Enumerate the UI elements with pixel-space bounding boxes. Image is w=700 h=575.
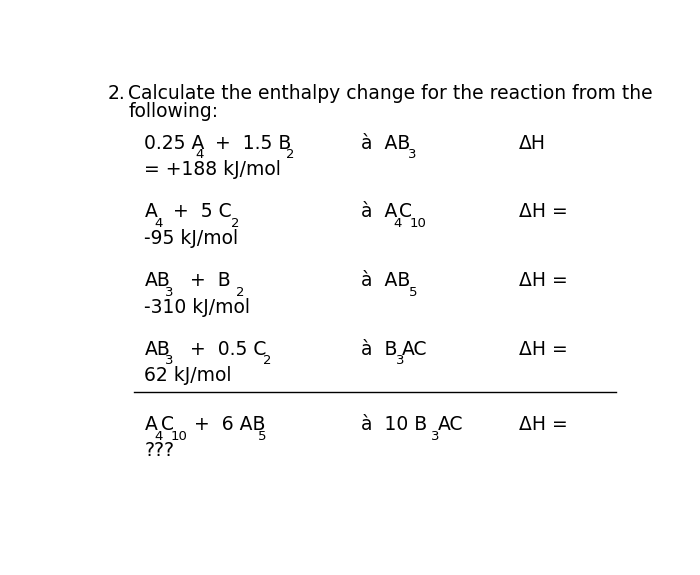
Text: 3: 3 <box>165 354 174 367</box>
Text: ΔH =: ΔH = <box>519 202 568 221</box>
Text: 2: 2 <box>286 148 294 162</box>
Text: AB: AB <box>144 271 170 290</box>
Text: à  A: à A <box>361 202 398 221</box>
Text: à  AB: à AB <box>361 271 411 290</box>
Text: +  1.5 B: + 1.5 B <box>203 134 291 153</box>
Text: 4: 4 <box>393 217 401 230</box>
Text: Calculate the enthalpy change for the reaction from the: Calculate the enthalpy change for the re… <box>128 85 653 104</box>
Text: A: A <box>144 202 158 221</box>
Text: 5: 5 <box>258 430 267 443</box>
Text: 3: 3 <box>395 354 404 367</box>
Text: 5: 5 <box>409 286 417 298</box>
Text: 4: 4 <box>154 217 162 230</box>
Text: 0.25 A: 0.25 A <box>144 134 205 153</box>
Text: A: A <box>144 415 158 434</box>
Text: 3: 3 <box>431 430 440 443</box>
Text: +  5 C: + 5 C <box>161 202 232 221</box>
Text: AC: AC <box>402 340 428 359</box>
Text: +  6 AB: + 6 AB <box>183 415 266 434</box>
Text: = +188 kJ/mol: = +188 kJ/mol <box>144 160 281 179</box>
Text: AC: AC <box>438 415 463 434</box>
Text: 4: 4 <box>195 148 204 162</box>
Text: following:: following: <box>128 102 218 121</box>
Text: à  B: à B <box>361 340 398 359</box>
Text: 2: 2 <box>236 286 244 298</box>
Text: +  B: + B <box>172 271 231 290</box>
Text: AB: AB <box>144 340 170 359</box>
Text: ΔH =: ΔH = <box>519 271 568 290</box>
Text: à  AB: à AB <box>361 134 411 153</box>
Text: -95 kJ/mol: -95 kJ/mol <box>144 229 239 248</box>
Text: 3: 3 <box>408 148 416 162</box>
Text: 3: 3 <box>165 286 174 298</box>
Text: ???: ??? <box>144 442 174 461</box>
Text: 10: 10 <box>410 217 426 230</box>
Text: 4: 4 <box>154 430 162 443</box>
Text: ΔH =: ΔH = <box>519 415 568 434</box>
Text: ΔH =: ΔH = <box>519 340 568 359</box>
Text: 2.: 2. <box>108 85 126 104</box>
Text: -310 kJ/mol: -310 kJ/mol <box>144 297 251 316</box>
Text: C: C <box>400 202 412 221</box>
Text: 62 kJ/mol: 62 kJ/mol <box>144 366 232 385</box>
Text: 10: 10 <box>171 430 188 443</box>
Text: C: C <box>161 415 174 434</box>
Text: à  10 B: à 10 B <box>361 415 428 434</box>
Text: ΔH: ΔH <box>519 134 546 153</box>
Text: +  0.5 C: + 0.5 C <box>172 340 267 359</box>
Text: 2: 2 <box>263 354 272 367</box>
Text: 2: 2 <box>231 217 239 230</box>
